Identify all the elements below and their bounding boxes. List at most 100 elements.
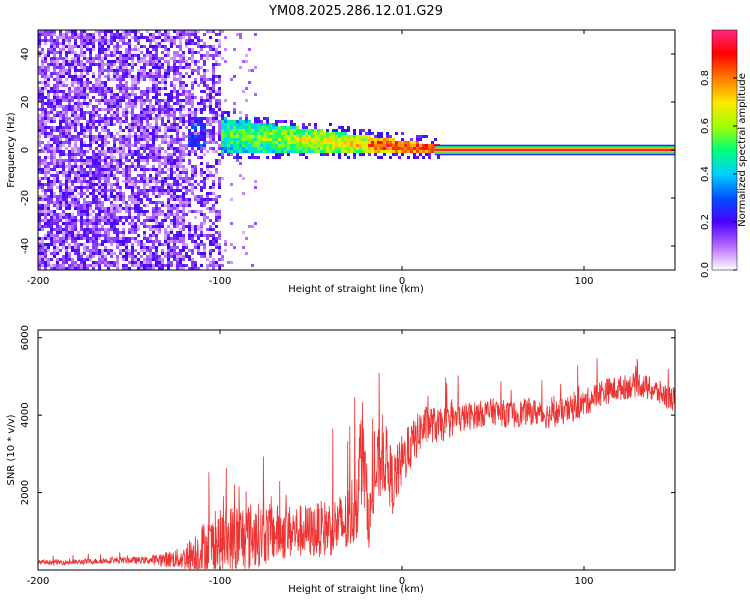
spectrogram-cell	[83, 90, 86, 93]
spectrogram-cell	[251, 147, 254, 150]
spectrogram-cell	[125, 105, 128, 108]
spectrogram-cell	[164, 69, 167, 72]
spectrogram-cell	[392, 150, 395, 153]
spectrogram-cell	[146, 198, 149, 201]
spectrogram-cell	[407, 147, 410, 150]
spectrogram-cell	[383, 150, 386, 153]
spectrogram-cell	[167, 234, 170, 237]
spectrogram-cell	[113, 51, 116, 54]
spectrogram-cell	[128, 237, 131, 240]
spectrogram-cell	[197, 108, 200, 111]
spectrogram-cell	[59, 42, 62, 45]
spectrogram-cell	[164, 30, 167, 33]
spectrogram-cell	[53, 39, 56, 42]
spectrogram-cell	[134, 75, 137, 78]
spectrogram-cell	[143, 234, 146, 237]
spectrogram-cell	[194, 69, 197, 72]
spectrogram-cell	[62, 171, 65, 174]
spectrogram-cell	[347, 141, 350, 144]
spectrogram-cell	[107, 249, 110, 252]
spectrogram-cell	[164, 36, 167, 39]
spectrogram-cell	[152, 234, 155, 237]
spectrogram-cell	[50, 219, 53, 222]
spectrogram-cell	[38, 264, 41, 267]
spectrogram-cell	[215, 237, 218, 240]
spectrogram-cell	[242, 132, 245, 135]
spectrogram-cell	[74, 69, 77, 72]
spectrogram-cell	[176, 102, 179, 105]
spectrogram-cell	[59, 81, 62, 84]
spectrogram-cell	[113, 222, 116, 225]
spectrogram-cell	[125, 201, 128, 204]
spectrogram-cell	[311, 138, 314, 141]
spectrogram-cell	[413, 153, 416, 156]
spectrogram-cell	[209, 234, 212, 237]
spectrogram-cell	[131, 93, 134, 96]
spectrogram-cell	[152, 66, 155, 69]
spectrogram-cell	[383, 147, 386, 150]
spectrogram-cell	[50, 213, 53, 216]
spectrogram-cell	[266, 150, 269, 153]
spectrogram-cell	[89, 51, 92, 54]
spectrogram-cell	[59, 183, 62, 186]
spectrogram-cell	[203, 243, 206, 246]
spectrogram-cell	[146, 90, 149, 93]
spectrogram-cell	[188, 114, 191, 117]
spectrogram-cell	[161, 117, 164, 120]
spectrogram-cell	[50, 108, 53, 111]
spectrogram-cell	[167, 144, 170, 147]
snr-ylabel: SNR (10 * v/v)	[6, 414, 17, 485]
spectrogram-cell	[416, 147, 419, 150]
spectrogram-cell	[68, 159, 71, 162]
spectrogram-cell	[101, 171, 104, 174]
spectrogram-cell	[59, 48, 62, 51]
spectrogram-cell	[155, 246, 158, 249]
spectrogram-cell	[179, 237, 182, 240]
spectrogram-cell	[53, 147, 56, 150]
spectrogram-cell	[155, 63, 158, 66]
spectrogram-cell	[56, 219, 59, 222]
spectrogram-cell	[176, 198, 179, 201]
spectrogram-cell	[62, 231, 65, 234]
spectrogram-cell	[263, 141, 266, 144]
spectrogram-cell	[95, 171, 98, 174]
spectrogram-cell	[134, 264, 137, 267]
spectrogram-cell	[293, 144, 296, 147]
spectrogram-cell	[191, 114, 194, 117]
spectrogram-cell	[131, 84, 134, 87]
spectrogram-cell	[419, 144, 422, 147]
spectrogram-cell	[62, 258, 65, 261]
spectrogram-cell	[101, 141, 104, 144]
spectrogram-cell	[140, 192, 143, 195]
spectrogram-cell	[188, 129, 191, 132]
spectrogram-cell	[185, 144, 188, 147]
spectrogram-cell	[104, 150, 107, 153]
spectrogram-cell	[137, 78, 140, 81]
spectrogram-cell	[59, 225, 62, 228]
spectrogram-cell	[167, 111, 170, 114]
spectrogram-cell	[128, 75, 131, 78]
spectrogram-cell	[74, 120, 77, 123]
spectrogram-cell	[104, 57, 107, 60]
spectrogram-cell	[158, 144, 161, 147]
spectrogram-cell	[62, 90, 65, 93]
spectrogram-cell	[353, 147, 356, 150]
spectrogram-cell	[206, 177, 209, 180]
spectrogram-cell	[167, 141, 170, 144]
spectrogram-cell	[119, 87, 122, 90]
spectrogram-cell	[179, 48, 182, 51]
spectrogram-cell	[398, 144, 401, 147]
spectrogram-cell	[227, 111, 230, 114]
spectrogram-cell	[152, 216, 155, 219]
spectrogram-cell	[50, 138, 53, 141]
spectrogram-cell	[278, 135, 281, 138]
spectrogram-cell	[41, 162, 44, 165]
spectrogram-cell	[140, 120, 143, 123]
spectrogram-cell	[122, 255, 125, 258]
spectrogram-cell	[182, 105, 185, 108]
spectrogram-cell	[356, 144, 359, 147]
spectrogram-cell	[299, 138, 302, 141]
spectrogram-cell	[128, 126, 131, 129]
spectrogram-cell	[71, 192, 74, 195]
spectrogram-cell	[185, 252, 188, 255]
